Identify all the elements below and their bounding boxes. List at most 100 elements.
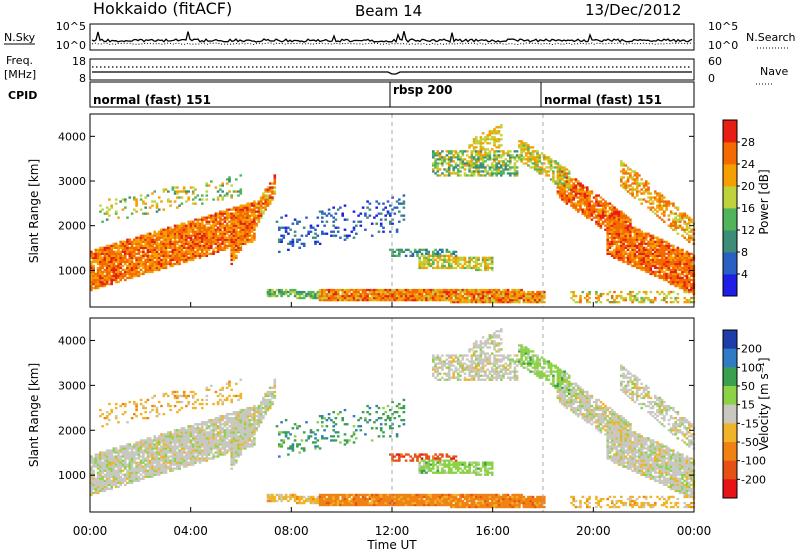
power-cell [244, 209, 247, 211]
power-cell [106, 219, 109, 221]
power-cell [656, 205, 659, 207]
power-cell [122, 198, 125, 200]
power-cell [249, 235, 252, 237]
power-cell [104, 261, 107, 263]
power-cell [656, 239, 659, 241]
power-cell [557, 180, 560, 182]
power-cell [627, 217, 630, 219]
power-cell [323, 289, 326, 291]
power-cell [539, 160, 542, 162]
power-cell [477, 168, 480, 170]
power-cell [135, 273, 138, 275]
power-cell [654, 297, 657, 299]
power-cell [634, 237, 637, 239]
power-cell [108, 273, 111, 275]
velocity-cell [108, 474, 111, 476]
power-cell [575, 178, 578, 180]
velocity-cell [104, 460, 107, 462]
velocity-cell [110, 453, 113, 455]
power-cell [498, 297, 501, 299]
power-cell [475, 291, 478, 293]
power-cell [97, 267, 100, 269]
power-cell [636, 186, 639, 188]
power-cell [432, 162, 435, 164]
power-cell [627, 180, 630, 182]
power-cell [178, 245, 181, 247]
power-cell [366, 293, 369, 295]
velocity-cell [113, 464, 116, 466]
power-cell [221, 182, 224, 184]
power-cell [183, 245, 186, 247]
power-cell [631, 255, 634, 257]
power-cell [380, 223, 383, 225]
power-cell [529, 295, 532, 297]
power-cell [201, 221, 204, 223]
power-cell [586, 301, 589, 303]
power-cell [221, 223, 224, 225]
velocity-cell [126, 476, 129, 478]
power-cell [108, 245, 111, 247]
power-cell [110, 207, 113, 209]
power-cell [294, 295, 297, 297]
power-cell [620, 239, 623, 241]
power-cell [212, 219, 215, 221]
power-cell [140, 251, 143, 253]
power-cell [588, 194, 591, 196]
power-cell [656, 263, 659, 265]
power-cell [681, 219, 684, 221]
power-cell [690, 265, 693, 267]
power-cell [174, 259, 177, 261]
power-cell [274, 293, 277, 295]
power-cell [686, 259, 689, 261]
power-cell [95, 275, 98, 277]
power-cell [369, 203, 372, 205]
power-cell [219, 215, 222, 217]
power-cell [341, 299, 344, 301]
power-cell [688, 223, 691, 225]
power-cell [278, 241, 281, 243]
power-cell [645, 271, 648, 273]
power-cell [683, 271, 686, 273]
power-cell [659, 200, 662, 202]
power-cell [274, 291, 277, 293]
power-cell [450, 299, 453, 301]
power-cell [672, 251, 675, 253]
power-cell [518, 301, 521, 303]
power-cell [149, 251, 152, 253]
velocity-cell [122, 453, 125, 455]
power-cell [332, 231, 335, 233]
power-cell [523, 158, 526, 160]
power-cell [439, 154, 442, 156]
power-cell [659, 194, 662, 196]
power-cell [355, 297, 358, 299]
power-cell [582, 184, 585, 186]
power-cell [138, 249, 141, 251]
power-cell [443, 160, 446, 162]
velocity-cell [108, 455, 111, 457]
power-cell [674, 217, 677, 219]
power-cell [230, 213, 233, 215]
power-cell [178, 259, 181, 261]
power-cell [294, 231, 297, 233]
power-cell [294, 235, 297, 237]
power-cell [233, 239, 236, 241]
power-cell [629, 235, 632, 237]
power-cell [468, 261, 471, 263]
power-cell [185, 241, 188, 243]
velocity-cell [113, 476, 116, 478]
power-cell [600, 196, 603, 198]
power-cell [677, 227, 680, 229]
power-cell [652, 241, 655, 243]
power-cell [534, 158, 537, 160]
power-cell [502, 154, 505, 156]
power-cell [686, 301, 689, 303]
velocity-cell [113, 474, 116, 476]
power-cell [640, 257, 643, 259]
power-cell [550, 162, 553, 164]
power-cell [593, 205, 596, 207]
velocity-data-cells [90, 318, 695, 512]
power-cell [249, 215, 252, 217]
power-cell [172, 186, 175, 188]
power-cell [672, 275, 675, 277]
power-cell [294, 293, 297, 295]
